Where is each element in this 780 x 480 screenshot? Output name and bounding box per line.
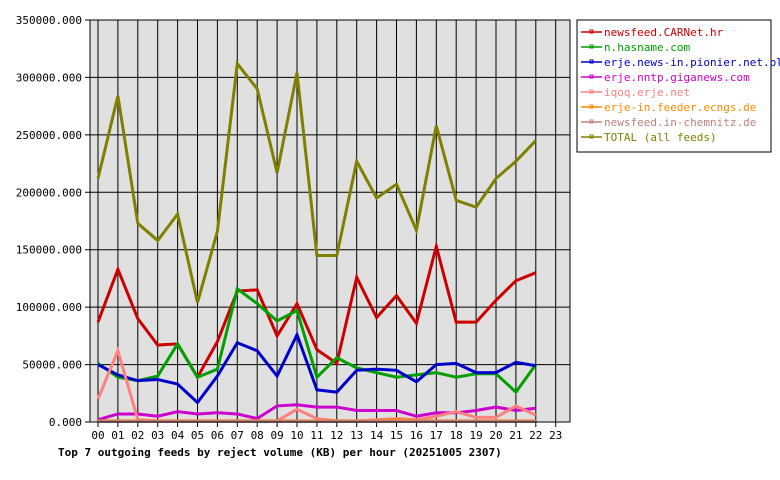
y-tick-label: 100000.000 <box>16 301 82 314</box>
y-tick-label: 350000.000 <box>16 14 82 27</box>
x-tick-label: 11 <box>310 429 323 442</box>
legend-label: n.hasname.com <box>604 41 690 54</box>
x-tick-label: 03 <box>151 429 164 442</box>
legend-label: newsfeed.in-chemnitz.de <box>604 116 756 129</box>
x-tick-label: 20 <box>489 429 502 442</box>
x-tick-label: 12 <box>330 429 343 442</box>
x-tick-label: 06 <box>211 429 224 442</box>
x-tick-label: 15 <box>390 429 403 442</box>
x-tick-label: 16 <box>410 429 423 442</box>
series-line-0 <box>96 240 537 381</box>
series-line-7 <box>96 59 537 303</box>
plot-border <box>89 19 571 423</box>
legend-label: newsfeed.CARNet.hr <box>604 26 724 39</box>
legend-marker <box>589 119 594 124</box>
legend-label: TOTAL (all feeds) <box>604 131 717 144</box>
x-tick-label: 22 <box>529 429 542 442</box>
x-tick-label: 01 <box>111 429 124 442</box>
legend-marker <box>589 74 594 79</box>
x-tick-label: 23 <box>549 429 562 442</box>
x-tick-label: 02 <box>131 429 144 442</box>
x-tick-label: 05 <box>191 429 204 442</box>
x-tick-label: 04 <box>171 429 185 442</box>
x-tick-label: 09 <box>270 429 283 442</box>
legend-marker <box>589 29 594 34</box>
legend-label: erje.nntp.giganews.com <box>604 71 750 84</box>
series-line-2 <box>97 330 537 405</box>
legend-marker <box>589 134 594 139</box>
x-tick-label: 18 <box>450 429 463 442</box>
series-line-1 <box>97 286 538 395</box>
legend: newsfeed.CARNet.hr n.hasname.com erje.news… <box>576 19 780 153</box>
legend-marker <box>589 89 594 94</box>
y-tick-label: 150000.000 <box>16 244 82 257</box>
y-tick-label: 0.000 <box>49 416 82 429</box>
y-tick-label: 50000.000 <box>22 359 82 372</box>
plot-area <box>90 20 570 422</box>
y-tick-label: 200000.000 <box>16 186 82 199</box>
y-tick-label: 250000.000 <box>16 129 82 142</box>
x-tick-label: 07 <box>231 429 244 442</box>
chart-title: Top 7 outgoing feeds by reject volume (K… <box>58 446 502 459</box>
x-tick-label: 10 <box>290 429 303 442</box>
legend-marker <box>589 44 594 49</box>
x-tick-label: 17 <box>430 429 443 442</box>
legend-label: erje-in.feeder.ecngs.de <box>604 101 756 114</box>
x-tick-label: 13 <box>350 429 363 442</box>
x-tick-label: 14 <box>370 429 384 442</box>
x-tick-label: 21 <box>509 429 522 442</box>
x-tick-label: 19 <box>469 429 482 442</box>
x-tick-label: 00 <box>91 429 104 442</box>
legend-marker <box>589 104 594 109</box>
y-tick-label: 300000.000 <box>16 71 82 84</box>
legend-label: iqoq.erje.net <box>604 86 690 99</box>
legend-marker <box>589 59 594 64</box>
legend-label: erje.news-in.pionier.net.pl <box>604 56 780 69</box>
x-tick-label: 08 <box>251 429 264 442</box>
